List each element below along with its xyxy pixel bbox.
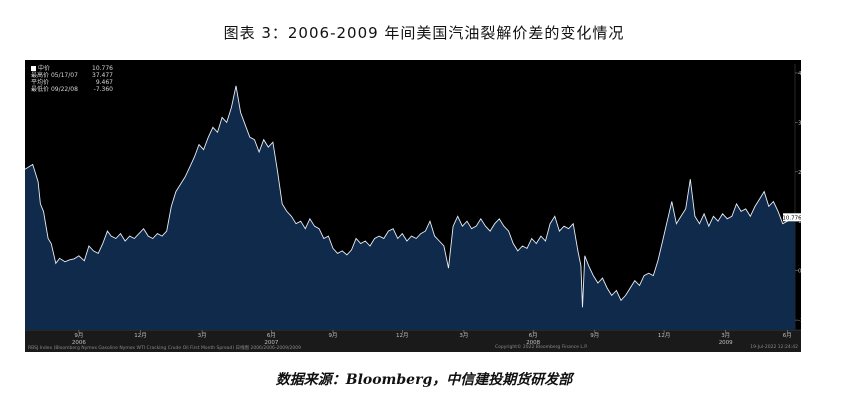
chart-panel: 403020100-109月12月3月6月9月12月3月6月9月12月3月6月2… xyxy=(25,60,801,352)
legend-value: 9.467 xyxy=(95,79,113,86)
chart-legend: 中价 10.776 最高价 05/17/07 37.477 平均价 9.467 … xyxy=(31,65,113,93)
x-tick-label: 6月 xyxy=(267,332,276,339)
source-note: 数据来源：Bloomberg，中信建投期货研发部 xyxy=(275,372,573,388)
y-tick-label: 10 xyxy=(798,219,801,225)
legend-label: 平均价 xyxy=(31,79,50,86)
chart-footer-timestamp: 19-Jul-2022 12:24:42 xyxy=(750,345,798,350)
x-year-label: 2008 xyxy=(526,340,540,346)
x-tick-label: 9月 xyxy=(74,332,83,339)
x-tick-label: 6月 xyxy=(783,332,792,339)
legend-date: 09/22/08 xyxy=(50,86,78,93)
x-tick-label: 9月 xyxy=(329,332,338,339)
y-tick-label: 20 xyxy=(798,170,801,176)
legend-label: 中价 xyxy=(38,65,51,72)
x-axis-band xyxy=(25,330,801,352)
last-value-label: 10.776 xyxy=(782,215,801,221)
legend-row: 最高价 05/17/07 37.477 xyxy=(31,72,113,79)
legend-date: 05/17/07 xyxy=(50,72,78,79)
y-tick-label: -10 xyxy=(798,318,801,324)
x-tick-label: 12月 xyxy=(396,332,409,339)
x-tick-label: 3月 xyxy=(198,332,207,339)
chart-footer-left: RBSJ Index (Bloomberg Nymex Gasoline Nym… xyxy=(28,346,301,351)
x-tick-label: 12月 xyxy=(658,332,671,339)
y-tick-label: 30 xyxy=(798,120,801,126)
figure-title: 图表 3：2006-2009 年间美国汽油裂解价差的变化情况 xyxy=(223,24,625,42)
x-tick-label: 9月 xyxy=(590,332,599,339)
chart-footer-copyright: Copyright© 2022 Bloomberg Finance L.P. xyxy=(495,345,588,350)
series-line xyxy=(25,85,796,308)
legend-row: 中价 10.776 xyxy=(31,65,113,72)
legend-label: 最高价 xyxy=(31,72,50,79)
legend-value: 37.477 xyxy=(92,72,113,79)
y-tick-label: 0 xyxy=(798,269,801,275)
x-tick-label: 6月 xyxy=(529,332,538,339)
x-year-label: 2009 xyxy=(719,340,733,346)
legend-label: 最低价 xyxy=(31,86,50,93)
x-year-label: 2007 xyxy=(264,340,278,346)
legend-swatch xyxy=(31,66,36,71)
x-tick-label: 12月 xyxy=(134,332,147,339)
x-tick-label: 3月 xyxy=(459,332,468,339)
x-tick-label: 3月 xyxy=(721,332,730,339)
legend-value: 10.776 xyxy=(92,65,113,72)
series-area xyxy=(25,85,795,330)
legend-value: -7.360 xyxy=(93,86,113,93)
legend-row: 最低价 09/22/08 -7.360 xyxy=(31,86,113,93)
chart-svg: 403020100-109月12月3月6月9月12月3月6月9月12月3月6月2… xyxy=(25,64,801,352)
last-value-box xyxy=(783,213,801,222)
legend-row: 平均价 9.467 xyxy=(31,79,113,86)
x-year-label: 2006 xyxy=(72,340,86,346)
y-tick-label: 40 xyxy=(798,71,801,77)
